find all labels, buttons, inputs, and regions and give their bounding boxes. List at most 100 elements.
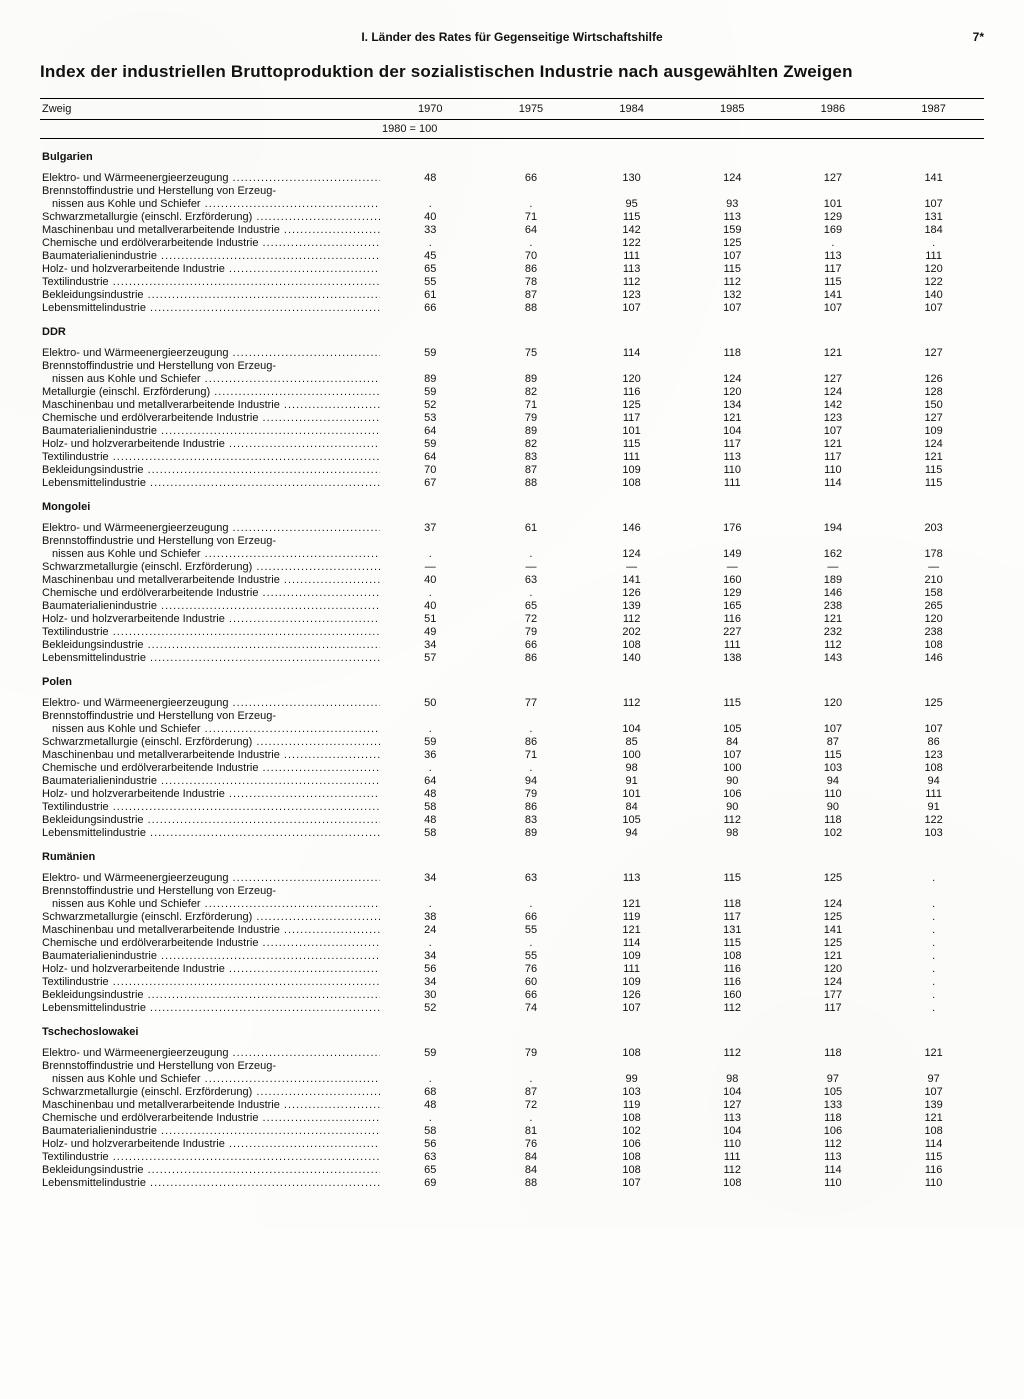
cell-value: 77: [481, 696, 582, 709]
cell-value: 127: [883, 346, 984, 359]
cell-value: 64: [380, 450, 481, 463]
cell-value: 120: [682, 385, 783, 398]
cell-value: [380, 884, 481, 897]
cell-value: .: [883, 975, 984, 988]
table-body: BulgarienElektro- und Wärmeenergieerzeug…: [40, 139, 984, 1190]
cell-value: 184: [883, 223, 984, 236]
cell-value: 64: [380, 774, 481, 787]
row-label: Textilindustrie: [40, 625, 380, 638]
cell-value: 113: [682, 450, 783, 463]
page-header: I. Länder des Rates für Gegenseitige Wir…: [40, 30, 984, 44]
cell-value: 125: [581, 398, 682, 411]
row-label: nissen aus Kohle und Schiefer: [40, 722, 380, 735]
cell-value: 127: [783, 171, 884, 184]
cell-value: 176: [682, 521, 783, 534]
row-label: Holz- und holzverarbeitende Industrie: [40, 787, 380, 800]
cell-value: 116: [682, 962, 783, 975]
country-name: Polen: [40, 664, 984, 696]
row-label: Schwarzmetallurgie (einschl. Erzförderun…: [40, 735, 380, 748]
cell-value: 109: [883, 424, 984, 437]
cell-value: [481, 1059, 582, 1072]
cell-value: 63: [380, 1150, 481, 1163]
cell-value: 120: [883, 612, 984, 625]
table-row: Maschinenbau und metallverarbeitende Ind…: [40, 398, 984, 411]
row-label: Brennstoffindustrie und Herstellung von …: [40, 184, 380, 197]
cell-value: 98: [682, 1072, 783, 1085]
cell-value: 59: [380, 1046, 481, 1059]
cell-value: 118: [682, 346, 783, 359]
cell-value: 107: [682, 301, 783, 314]
cell-value: 125: [783, 910, 884, 923]
row-label: Elektro- und Wärmeenergieerzeugung: [40, 346, 380, 359]
cell-value: 146: [883, 651, 984, 664]
cell-value: [883, 1059, 984, 1072]
table-row: Schwarzmetallurgie (einschl. Erzförderun…: [40, 1085, 984, 1098]
cell-value: .: [883, 897, 984, 910]
cell-value: 131: [883, 210, 984, 223]
table-row: Brennstoffindustrie und Herstellung von …: [40, 184, 984, 197]
cell-value: 127: [783, 372, 884, 385]
cell-value: 158: [883, 586, 984, 599]
cell-value: 132: [682, 288, 783, 301]
cell-value: 115: [682, 936, 783, 949]
cell-value: 112: [682, 1001, 783, 1014]
cell-value: [481, 709, 582, 722]
cell-value: 160: [682, 988, 783, 1001]
cell-value: 116: [682, 612, 783, 625]
cell-value: .: [481, 1111, 582, 1124]
cell-value: [682, 1059, 783, 1072]
cell-value: 67: [380, 476, 481, 489]
cell-value: 72: [481, 612, 582, 625]
cell-value: 94: [481, 774, 582, 787]
cell-value: .: [883, 949, 984, 962]
cell-value: 133: [783, 1098, 884, 1111]
cell-value: 113: [581, 871, 682, 884]
cell-value: 113: [682, 210, 783, 223]
cell-value: 84: [481, 1163, 582, 1176]
cell-value: 48: [380, 171, 481, 184]
cell-value: 74: [481, 1001, 582, 1014]
row-label: Bekleidungsindustrie: [40, 288, 380, 301]
cell-value: 36: [380, 748, 481, 761]
row-label: Maschinenbau und metallverarbeitende Ind…: [40, 1098, 380, 1111]
cell-value: 48: [380, 787, 481, 800]
row-label: Maschinenbau und metallverarbeitende Ind…: [40, 748, 380, 761]
row-label: Chemische und erdölverarbeitende Industr…: [40, 1111, 380, 1124]
table-row: Schwarzmetallurgie (einschl. Erzförderun…: [40, 910, 984, 923]
table-row: Lebensmittelindustrie6688107107107107: [40, 301, 984, 314]
col-header-label: Zweig: [40, 99, 380, 120]
cell-value: 111: [682, 476, 783, 489]
cell-value: 107: [682, 249, 783, 262]
data-table: Zweig 1970 1975 1984 1985 1986 1987 1980…: [40, 98, 984, 1189]
table-row: Elektro- und Wärmeenergieerzeugung597910…: [40, 1046, 984, 1059]
cell-value: .: [481, 722, 582, 735]
cell-value: 238: [783, 599, 884, 612]
cell-value: [581, 709, 682, 722]
cell-value: 127: [883, 411, 984, 424]
cell-value: 86: [481, 800, 582, 813]
cell-value: 76: [481, 1137, 582, 1150]
cell-value: 70: [380, 463, 481, 476]
cell-value: 130: [581, 171, 682, 184]
cell-value: 177: [783, 988, 884, 1001]
cell-value: 75: [481, 346, 582, 359]
cell-value: [581, 884, 682, 897]
cell-value: .: [481, 547, 582, 560]
row-label: Lebensmittelindustrie: [40, 1176, 380, 1189]
cell-value: 127: [682, 1098, 783, 1111]
row-label: Textilindustrie: [40, 975, 380, 988]
cell-value: 108: [581, 638, 682, 651]
cell-value: 90: [682, 800, 783, 813]
cell-value: 202: [581, 625, 682, 638]
cell-value: 79: [481, 411, 582, 424]
cell-value: 40: [380, 573, 481, 586]
cell-value: .: [883, 962, 984, 975]
row-label: Textilindustrie: [40, 800, 380, 813]
row-label: nissen aus Kohle und Schiefer: [40, 197, 380, 210]
country-row: DDR: [40, 314, 984, 346]
table-head: Zweig 1970 1975 1984 1985 1986 1987 1980…: [40, 99, 984, 139]
cell-value: 112: [783, 1137, 884, 1150]
table-row: Baumaterialienindustrie5881102104106108: [40, 1124, 984, 1137]
cell-value: [682, 184, 783, 197]
cell-value: 34: [380, 975, 481, 988]
